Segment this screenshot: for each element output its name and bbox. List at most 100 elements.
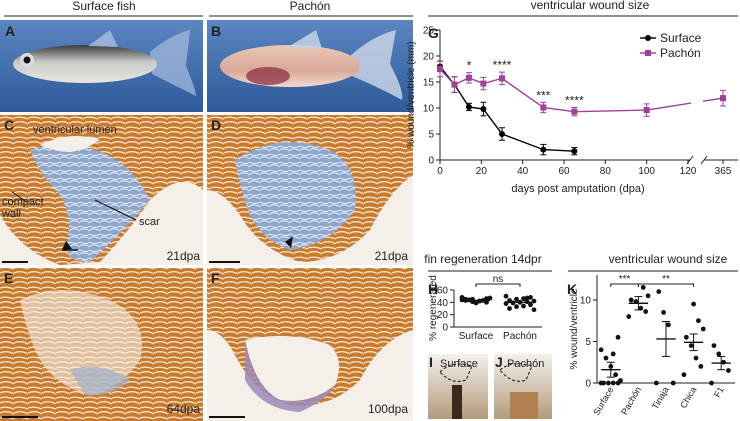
data-point — [711, 343, 717, 349]
data-point — [645, 293, 651, 299]
y-tick-label: 20 — [423, 52, 435, 63]
data-point — [661, 309, 666, 315]
data-point — [601, 380, 606, 386]
y-tick-label: 10 — [580, 295, 592, 306]
x-tick-label: 100 — [638, 166, 655, 177]
data-point — [666, 322, 671, 328]
data-point — [691, 301, 696, 307]
data-point — [465, 103, 472, 110]
significance: ns — [493, 274, 504, 285]
data-point — [521, 303, 526, 309]
data-point — [698, 363, 704, 369]
data-point — [610, 351, 616, 357]
chart-title: fin regeneration 14dpr — [424, 252, 541, 266]
data-point — [643, 309, 649, 314]
data-point — [670, 380, 676, 386]
stage-label: 21dpa — [375, 249, 409, 263]
annotation: scar — [139, 216, 160, 228]
photo-e — [0, 268, 203, 421]
panel-letter: C — [4, 117, 14, 133]
panel-letter: G — [428, 25, 439, 41]
y-tick-label: 5 — [428, 130, 434, 141]
panel-letter: E — [4, 270, 13, 286]
panel-letter: D — [211, 117, 221, 133]
annotation: compact — [2, 196, 44, 208]
y-axis-label: % wound/ventricle — [569, 288, 580, 370]
data-point — [514, 304, 519, 310]
data-point — [720, 95, 726, 102]
photo-caption: Surface — [440, 358, 478, 370]
column-header: Surface fish — [72, 0, 135, 13]
panel-letter: A — [5, 23, 15, 39]
significance: * — [467, 59, 472, 73]
photo-j — [494, 354, 552, 419]
data-point — [716, 351, 722, 357]
data-point — [683, 334, 689, 340]
x-tick-label: Surface — [591, 385, 615, 417]
data-point — [696, 318, 701, 324]
y-axis-label: % wound/ventricle (mm) — [406, 41, 417, 148]
stage-label: 100dpa — [368, 402, 408, 416]
x-tick-label: 0 — [437, 166, 443, 177]
data-point — [465, 74, 472, 81]
photo-c — [0, 115, 203, 265]
y-tick-label: 25 — [423, 26, 435, 37]
data-point — [681, 372, 687, 378]
data-point — [528, 302, 533, 308]
significance: **** — [565, 93, 584, 107]
data-point — [615, 334, 621, 340]
data-point — [503, 293, 509, 299]
significance: *** — [536, 88, 550, 102]
y-tick-label: 60 — [437, 286, 449, 297]
x-tick-label: 60 — [558, 166, 570, 177]
chart-title: ventricular wound size — [609, 252, 728, 266]
data-point — [480, 80, 487, 87]
significance: **** — [493, 58, 512, 72]
data-point — [628, 297, 634, 303]
y-tick-label: 40 — [437, 298, 449, 309]
data-point — [540, 104, 547, 111]
data-point — [709, 380, 714, 386]
y-tick-label: 0 — [428, 156, 434, 167]
x-tick-label: Pachón — [503, 331, 537, 342]
data-point — [726, 368, 731, 373]
data-point — [487, 295, 493, 301]
x-tick-label: 80 — [600, 166, 612, 177]
significance: ** — [662, 274, 670, 285]
data-point — [459, 295, 465, 300]
photo-caption: Pachón — [507, 358, 544, 370]
data-point — [626, 314, 632, 319]
y-tick-label: 15 — [423, 78, 435, 89]
stage-label: 64dpa — [167, 402, 201, 416]
x-tick-label: 365 — [715, 166, 732, 177]
data-point — [499, 131, 505, 137]
legend-label: Surface — [660, 31, 702, 45]
photo-d — [207, 115, 413, 265]
y-tick-label: 10 — [423, 104, 435, 115]
data-point — [540, 146, 547, 153]
photo-i — [428, 354, 488, 419]
y-tick-label: 0 — [442, 323, 448, 334]
legend-label: Pachón — [660, 46, 701, 60]
data-point — [571, 148, 578, 155]
data-point — [656, 289, 662, 295]
photo-b — [207, 20, 413, 112]
panel-letter: F — [211, 270, 220, 286]
data-point — [618, 378, 623, 383]
panel-letter: H — [428, 281, 438, 297]
data-point — [653, 380, 659, 386]
panel-letter: J — [495, 354, 503, 370]
axis-break-gap — [691, 25, 703, 158]
chart-title: ventricular wound size — [531, 0, 650, 12]
legend-marker — [645, 35, 651, 41]
data-point — [603, 355, 609, 361]
x-tick-label: Surface — [459, 331, 494, 342]
data-point — [480, 106, 487, 113]
y-tick-label: 20 — [437, 310, 449, 321]
x-tick-label: F1 — [712, 385, 726, 399]
x-tick-label: Chica — [678, 385, 698, 410]
comparison-bracket — [637, 283, 695, 287]
data-point — [571, 108, 578, 115]
data-point — [700, 326, 706, 332]
